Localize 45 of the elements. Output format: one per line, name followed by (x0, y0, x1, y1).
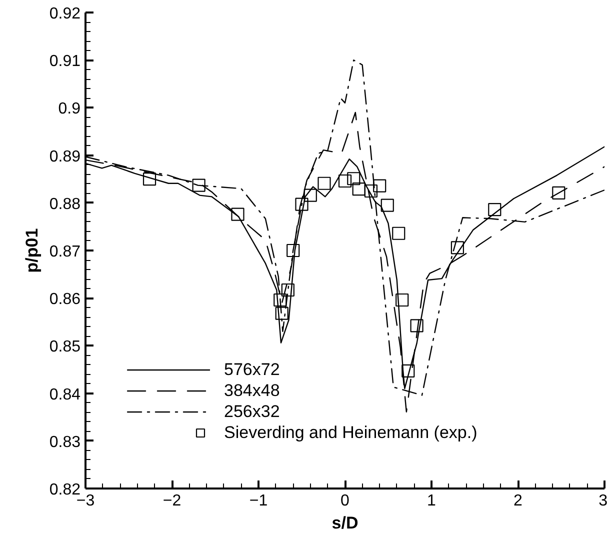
point (281, 283, 294, 297)
point (410, 319, 424, 332)
point (347, 172, 360, 186)
y-tick-label: 0.86 (49, 291, 81, 308)
point (274, 293, 287, 307)
point (275, 306, 288, 320)
x-tick-label: 0 (340, 492, 350, 510)
point (373, 179, 386, 192)
y-tick-label: 0.91 (49, 53, 81, 70)
point (286, 244, 300, 258)
point (192, 178, 206, 192)
y-tick-label: 0.92 (49, 6, 81, 22)
point (364, 184, 378, 198)
y-tick-label: 0.84 (49, 386, 81, 404)
y-tick-label: 0.88 (49, 196, 81, 213)
point (488, 203, 502, 216)
point (338, 174, 352, 188)
legend-label: 384x48 (224, 380, 280, 401)
x-tick-label: 3 (598, 492, 607, 510)
point (450, 241, 464, 254)
y-tick-label: 0.87 (49, 244, 81, 260)
x-tick-label: 2 (514, 492, 523, 510)
point (142, 172, 156, 186)
point (295, 198, 308, 211)
point (552, 186, 566, 200)
point (396, 293, 409, 307)
x-tick-label: −1 (249, 492, 268, 510)
y-tick-label: 0.89 (49, 148, 81, 166)
point (304, 188, 317, 202)
point (380, 198, 394, 212)
point (318, 176, 331, 190)
y-tick-label: 0.83 (49, 434, 81, 451)
y-axis-title: p/p01 (22, 228, 42, 273)
point (402, 364, 415, 378)
point (392, 226, 406, 240)
y-tick-label: 0.85 (49, 338, 81, 356)
point (352, 182, 366, 196)
legend-label: 576x72 (224, 359, 280, 380)
x-tick-label: 1 (427, 492, 436, 510)
point (231, 208, 244, 221)
x-axis-title: s/D (332, 514, 358, 532)
y-tick-label: 0.9 (58, 100, 81, 118)
legend-label: 256x32 (224, 401, 280, 422)
x-tick-label: −2 (162, 492, 182, 510)
legend-label: Sieverding and Heinemann (exp.) (224, 422, 478, 443)
